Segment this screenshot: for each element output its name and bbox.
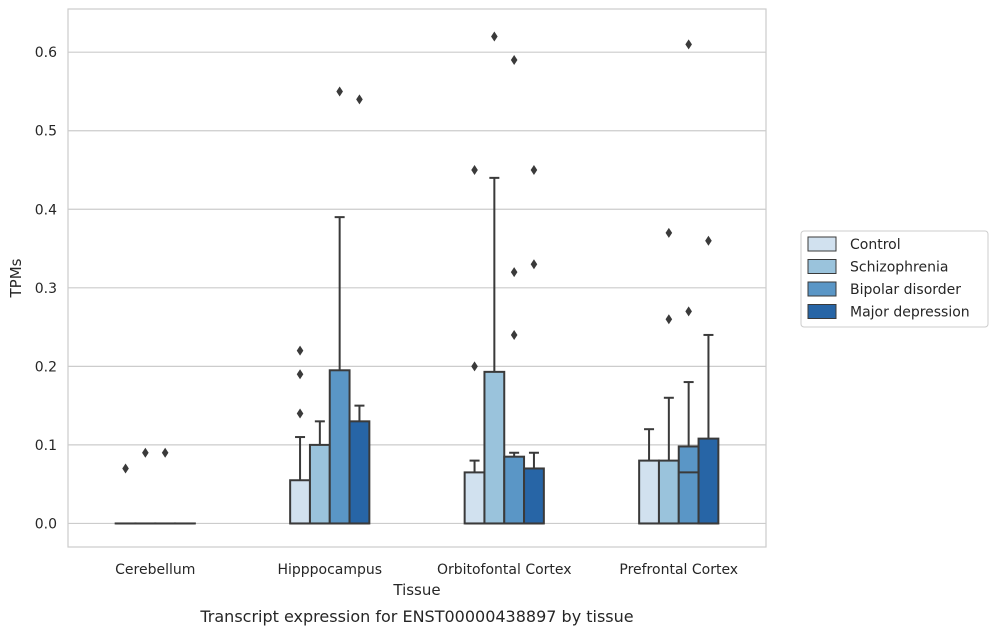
y-tick-label: 0.4	[35, 202, 57, 218]
outlier-point	[685, 306, 692, 317]
box-series	[114, 31, 720, 525]
box	[483, 31, 506, 525]
box	[677, 39, 700, 525]
outlier-point	[530, 259, 538, 270]
box	[289, 345, 311, 525]
y-tick-label: 0.1	[35, 438, 57, 454]
outlier-point	[356, 94, 363, 105]
box	[463, 165, 486, 525]
box	[308, 420, 331, 525]
y-tick-label: 0.5	[35, 124, 57, 140]
legend-label: Control	[850, 237, 901, 253]
outlier-point	[705, 235, 712, 246]
box-body	[463, 471, 486, 525]
x-tick-label: Prefrontal Cortex	[619, 562, 738, 578]
outlier-point	[296, 345, 304, 356]
box	[134, 447, 157, 525]
box	[328, 86, 351, 525]
box	[697, 235, 720, 525]
box-body	[677, 445, 700, 525]
y-axis-ticks: 0.0 0.1 0.2 0.3 0.4 0.5 0.6	[35, 45, 57, 532]
legend: Control Schizophrenia Bipolar disorder Majo…	[800, 230, 989, 328]
legend-swatch	[807, 281, 837, 297]
box-body	[328, 369, 351, 525]
plot-frame	[67, 8, 767, 548]
outlier-point	[161, 447, 169, 458]
outlier-point	[665, 227, 673, 238]
box	[638, 428, 660, 525]
chart-caption: Transcript expression for ENST0000043889…	[199, 607, 633, 626]
x-tick-label: Orbitofontal Cortex	[437, 562, 572, 578]
box	[348, 94, 371, 525]
x-axis-ticks: Cerebellum Hipppocampus Orbitofontal Corte…	[115, 562, 738, 578]
y-axis-title: TPMs	[7, 258, 25, 298]
box	[523, 165, 545, 525]
legend-frame	[800, 230, 989, 328]
y-tick-label: 0.2	[35, 359, 57, 375]
x-axis-title: Tissue	[392, 581, 440, 599]
box	[657, 227, 680, 525]
outlier-point	[510, 329, 518, 340]
outlier-point	[685, 39, 692, 50]
outlier-point	[122, 463, 129, 474]
box	[503, 55, 526, 525]
box-body	[503, 455, 526, 525]
x-tick-label: Cerebellum	[115, 562, 195, 578]
box-body	[483, 370, 506, 525]
outlier-point	[530, 165, 538, 176]
y-tick-label: 0.3	[35, 281, 57, 297]
outlier-point	[665, 314, 673, 325]
legend-swatch	[807, 259, 837, 274]
outlier-point	[471, 165, 478, 176]
y-tick-label: 0.6	[35, 45, 57, 61]
box-body	[308, 443, 331, 525]
box-body	[523, 467, 545, 525]
legend-label: Schizophrenia	[850, 260, 948, 276]
box-body	[657, 459, 680, 525]
outlier-point	[336, 86, 343, 97]
outlier-point	[510, 267, 518, 278]
outlier-point	[471, 361, 478, 372]
legend-label: Major depression	[850, 305, 970, 321]
box-body	[638, 459, 660, 525]
y-tick-label: 0.0	[35, 516, 57, 532]
box-body	[697, 437, 720, 525]
box-body	[348, 420, 371, 525]
outlier-point	[510, 55, 518, 66]
legend-label: Bipolar disorder	[850, 282, 961, 298]
outlier-point	[296, 369, 304, 380]
gridlines	[68, 51, 766, 525]
x-tick-label: Hipppocampus	[277, 562, 382, 578]
box-body	[289, 479, 311, 525]
outlier-point	[142, 447, 149, 458]
box	[154, 447, 177, 525]
box	[114, 463, 137, 525]
outlier-point	[491, 31, 498, 42]
legend-swatch	[807, 236, 837, 252]
outlier-point	[296, 408, 304, 419]
legend-swatch	[807, 304, 837, 319]
